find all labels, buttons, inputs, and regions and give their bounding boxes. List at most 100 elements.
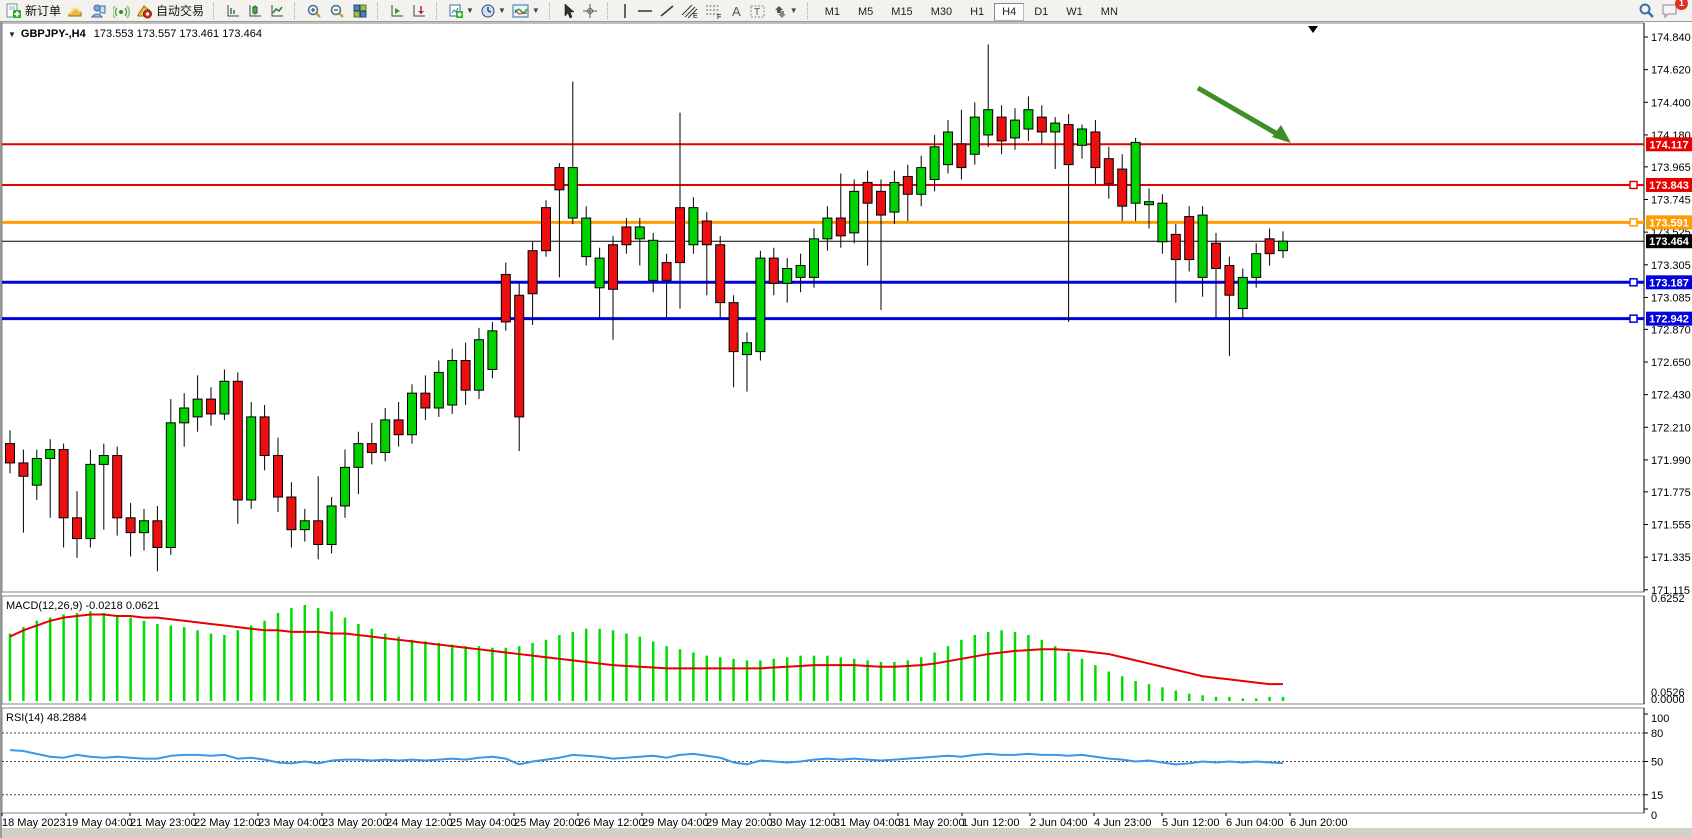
panel-frames: [1, 22, 1645, 814]
toolbar-separator: [806, 2, 812, 19]
zoom-in-button[interactable]: [303, 1, 326, 21]
annotation-arrow[interactable]: [1196, 85, 1291, 143]
svg-text:30 May 12:00: 30 May 12:00: [770, 817, 837, 829]
macd-indicator-label: MACD(12,26,9) -0.0218 0.0621: [6, 600, 160, 612]
periods-button[interactable]: ▼: [477, 1, 509, 21]
candlestick-chart-button[interactable]: [244, 1, 266, 21]
toolbar-separator: [377, 2, 382, 19]
timeframe-button-m5[interactable]: M5: [858, 5, 874, 18]
toolbar-separator: [436, 2, 441, 19]
line-chart-button[interactable]: [266, 1, 288, 21]
svg-text:173.085: 173.085: [1651, 292, 1691, 304]
svg-text:172.870: 172.870: [1651, 324, 1691, 336]
svg-text:22 May 12:00: 22 May 12:00: [194, 817, 261, 829]
svg-text:50: 50: [1651, 757, 1663, 769]
symbol-ohlc: 173.553 173.557 173.461 173.464: [93, 28, 262, 40]
equidistant-channel-icon: E: [681, 4, 698, 19]
chart-window[interactable]: 174.840 174.620 174.400 174.180 173.965 173.7…: [0, 22, 1692, 838]
auto-trading-button[interactable]: 自动交易: [133, 1, 207, 21]
tile-windows-icon: [353, 4, 367, 17]
crosshair-icon: [582, 3, 597, 18]
svg-text:0.6252: 0.6252: [1651, 593, 1685, 605]
crosshair-button[interactable]: [579, 1, 601, 21]
zoom-out-button[interactable]: [326, 1, 349, 21]
svg-text:31 May 04:00: 31 May 04:00: [834, 817, 901, 829]
timeframe-button-m30[interactable]: M30: [930, 5, 953, 18]
text-button[interactable]: A: [726, 1, 746, 21]
svg-text:18 May 2023: 18 May 2023: [2, 817, 66, 829]
window-bottom-strip: [0, 828, 1692, 838]
chart-shift-icon: [391, 4, 404, 16]
new-order-icon: [6, 3, 21, 18]
svg-text:172.942: 172.942: [1649, 314, 1689, 326]
svg-text:A: A: [732, 4, 741, 19]
svg-text:1 Jun 12:00: 1 Jun 12:00: [962, 817, 1020, 829]
toolbar-separator: [213, 2, 218, 19]
navigator-icon: [90, 4, 106, 17]
chart-shift-button[interactable]: [386, 1, 408, 21]
navigator-button[interactable]: [87, 1, 110, 21]
chart-shift-marker[interactable]: [1308, 26, 1318, 33]
svg-text:171.335: 171.335: [1651, 552, 1691, 564]
svg-text:171.555: 171.555: [1651, 519, 1691, 531]
cursor-button[interactable]: [558, 1, 579, 21]
dropdown-arrow-icon: ▼: [497, 6, 506, 15]
quotes-button[interactable]: [64, 1, 87, 21]
notification-badge: 1: [1675, 0, 1688, 10]
svg-text:171.115: 171.115: [1651, 585, 1690, 597]
svg-text:6 Jun 20:00: 6 Jun 20:00: [1290, 817, 1348, 829]
svg-text:23 May 20:00: 23 May 20:00: [322, 817, 389, 829]
arrows-button[interactable]: ▼: [769, 1, 801, 21]
svg-text:173.187: 173.187: [1649, 277, 1689, 289]
horizontal-line-button[interactable]: [634, 1, 656, 21]
timeframe-button-mn[interactable]: MN: [1100, 5, 1118, 18]
window-left-border: [0, 22, 2, 838]
vertical-line-icon: [624, 3, 626, 18]
new-chart-button[interactable]: ▼: [445, 1, 477, 21]
svg-text:171.990: 171.990: [1651, 455, 1691, 467]
timeframe-button-h4[interactable]: H4: [994, 2, 1025, 21]
equidistant-channel-button[interactable]: E: [678, 1, 702, 21]
fibonacci-button[interactable]: F: [702, 1, 726, 21]
svg-text:25 May 04:00: 25 May 04:00: [450, 817, 517, 829]
timeframe-button-w1[interactable]: W1: [1066, 5, 1083, 18]
auto-scroll-button[interactable]: [408, 1, 430, 21]
line-chart-icon: [271, 4, 284, 16]
dropdown-arrow-icon: ▼: [466, 6, 474, 15]
vertical-line-button[interactable]: [616, 1, 634, 21]
notifications-button[interactable]: 1: [1658, 0, 1688, 21]
new-order-button[interactable]: 新订单: [2, 1, 64, 21]
zoom-in-icon: [307, 4, 321, 18]
trendline-button[interactable]: [656, 1, 678, 21]
svg-text:80: 80: [1651, 728, 1663, 740]
svg-text:173.965: 173.965: [1651, 162, 1691, 174]
signals-button[interactable]: [110, 1, 133, 21]
templates-button[interactable]: ▼: [509, 1, 543, 21]
new-order-label: 新订单: [25, 4, 62, 18]
search-button[interactable]: [1634, 1, 1658, 21]
horizontal-level-lines[interactable]: 174.117 173.843 173.591 173.187 172.942 173.4…: [2, 137, 1692, 326]
svg-text:26 May 12:00: 26 May 12:00: [578, 817, 645, 829]
symbol-dropdown-icon[interactable]: ▼: [8, 29, 16, 39]
bar-chart-button[interactable]: [222, 1, 244, 21]
timeframe-button-h1[interactable]: H1: [970, 5, 985, 18]
main-toolbar: 新订单 自动交易 ▼ ▼: [0, 0, 1692, 22]
search-icon: [1639, 3, 1654, 18]
svg-text:31 May 20:00: 31 May 20:00: [898, 817, 965, 829]
tile-windows-button[interactable]: [349, 1, 371, 21]
svg-text:2 Jun 04:00: 2 Jun 04:00: [1030, 817, 1088, 829]
svg-text:29 May 20:00: 29 May 20:00: [706, 817, 773, 829]
text-label-button[interactable]: T: [746, 1, 769, 21]
svg-text:173.464: 173.464: [1649, 236, 1690, 248]
timeframe-button-d1[interactable]: D1: [1034, 5, 1049, 18]
horizontal-line-icon: [637, 9, 652, 12]
clock-icon: [481, 4, 495, 17]
timeframe-button-m15[interactable]: M15: [891, 5, 913, 18]
timeframe-button-group: M1 M5 M15 M30 H1 H4 D1 W1 MN: [816, 2, 1127, 21]
svg-text:4 Jun 23:00: 4 Jun 23:00: [1094, 817, 1152, 829]
svg-text:100: 100: [1651, 713, 1669, 725]
chart-canvas[interactable]: 174.840174.620174.400174.180173.965173.7…: [0, 22, 1692, 838]
text-icon: A: [732, 4, 741, 19]
timeframe-button-m1[interactable]: M1: [824, 5, 840, 18]
